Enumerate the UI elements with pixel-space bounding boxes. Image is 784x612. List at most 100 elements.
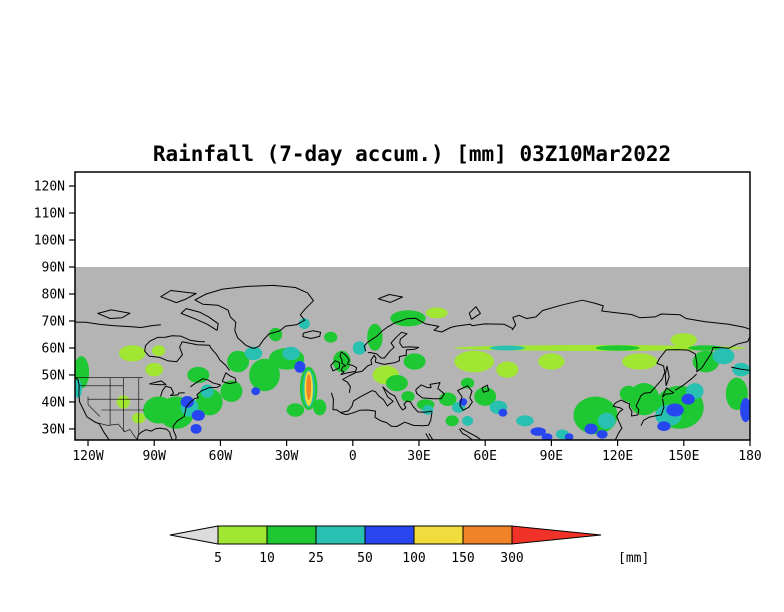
coastline-path <box>160 385 185 397</box>
lat-tick-label: 50N <box>42 368 65 383</box>
coastline-path <box>149 380 167 386</box>
rain-cell-5-10mm <box>496 361 519 378</box>
rain-cell-5-10mm <box>119 345 146 362</box>
rain-cell-25-50mm <box>462 415 474 426</box>
rain-cell-50-100mm <box>657 421 671 432</box>
rain-cell-5-10mm <box>670 333 697 347</box>
rain-cell-50-100mm <box>498 408 508 417</box>
rain-cell-10-25mm <box>461 377 475 389</box>
legend-threshold-label: 25 <box>308 551 324 566</box>
lat-tick-label: 120N <box>34 180 65 195</box>
rain-cell-50-100mm <box>681 393 695 405</box>
lon-tick-label: 90E <box>540 449 563 464</box>
rain-cell-50-100mm <box>251 387 261 396</box>
legend-above-max-arrow <box>511 525 602 545</box>
legend-threshold-label: 100 <box>402 551 425 566</box>
coastline-path <box>674 373 697 391</box>
plot-frame <box>74 171 751 441</box>
coastline-path <box>340 409 433 427</box>
rain-cell-10-25mm <box>286 403 305 417</box>
rain-cell-25-50mm <box>597 412 616 429</box>
rain-cell-10-25mm <box>595 345 640 351</box>
legend-swatch <box>413 525 464 545</box>
lon-tick-label: 0 <box>349 449 357 464</box>
coastline-path <box>425 433 430 440</box>
coastline-path <box>731 366 750 371</box>
coastline-path <box>330 360 341 372</box>
coastline-path <box>460 427 481 440</box>
rain-cell-25-50mm <box>352 341 366 355</box>
lat-tick-label: 70N <box>42 314 65 329</box>
lon-tick-label: 30W <box>275 449 299 464</box>
coastline-path <box>144 335 231 371</box>
coastline-path <box>457 385 473 411</box>
lon-tick-label: 180 <box>738 449 761 464</box>
coastline-path <box>160 290 197 304</box>
coastline-path <box>428 433 434 440</box>
rain-cell-10-25mm <box>249 358 280 392</box>
rain-cell-25-50mm <box>298 318 310 330</box>
coastline-path <box>363 317 426 352</box>
coastline-path <box>340 386 433 413</box>
lon-tick-label: 30E <box>407 449 430 464</box>
rain-cell-10-25mm <box>269 327 283 342</box>
coastline-path <box>378 294 403 303</box>
axis-ticks <box>69 185 751 446</box>
rain-cell-50-100mm <box>294 361 306 373</box>
coastline-path <box>330 392 342 413</box>
legend-swatch <box>217 525 268 545</box>
axis-labels: 120N 110N 100N 90N 80N 70N 60N 50N 40N 30N 120W 90W… <box>34 180 762 464</box>
coastline-path <box>172 384 222 440</box>
lat-tick-label: 30N <box>42 422 65 437</box>
lon-tick-label: 60W <box>209 449 233 464</box>
rain-cell-10-25mm <box>445 415 459 427</box>
figure-title: Rainfall (7-day accum.) [mm] 03Z10Mar202… <box>153 142 671 166</box>
legend-threshold-label: 300 <box>500 551 523 566</box>
coastline-path <box>640 398 665 426</box>
coastline-path <box>458 428 473 440</box>
coastline-path <box>180 308 219 331</box>
coastline-path <box>194 284 314 349</box>
rain-cell-10-25mm <box>688 345 724 351</box>
coastline-path <box>425 299 750 333</box>
rain-cell-10-25mm <box>227 350 250 373</box>
rain-cell-150-300mm <box>306 374 312 401</box>
rain-cell-25-50mm <box>244 346 263 361</box>
political-borders <box>75 377 145 440</box>
rain-cell-50-100mm <box>584 423 598 435</box>
rain-cell-10-25mm <box>220 380 243 403</box>
coastline-path <box>661 387 675 398</box>
lat-tick-label: 80N <box>42 287 65 302</box>
lat-tick-label: 110N <box>34 207 65 222</box>
legend-swatch <box>364 525 415 545</box>
legend-threshold-label: 5 <box>214 551 222 566</box>
rain-cell-25-50mm <box>282 346 300 361</box>
coastline-path <box>339 351 358 376</box>
color-legend: 5 10 25 50 100 150 300 [mm] <box>169 525 649 566</box>
rain-cell-5-10mm <box>152 345 166 357</box>
coastline-path <box>221 372 237 385</box>
rain-cell-5-10mm <box>145 362 163 377</box>
rain-cell-5-10mm <box>454 350 495 373</box>
coastline-path <box>415 382 445 400</box>
rain-cell-25-50mm <box>516 415 534 427</box>
lat-tick-label: 100N <box>34 234 65 249</box>
rain-cell-5-10mm <box>538 353 565 370</box>
rain-cell-10-25mm <box>403 353 426 370</box>
lon-tick-label: 120W <box>72 449 103 464</box>
legend-below-min-arrow <box>169 525 219 545</box>
rain-cell-50-100mm <box>191 410 205 421</box>
rain-cell-50-100mm <box>740 397 750 423</box>
rain-cell-50-100mm <box>530 427 546 436</box>
legend-threshold-label: 150 <box>451 551 474 566</box>
rain-cell-50-100mm <box>541 433 553 440</box>
rain-cell-50-100mm <box>190 424 202 434</box>
legend-swatch <box>462 525 513 545</box>
border-path <box>87 404 101 417</box>
coastline-path <box>612 336 750 440</box>
rain-cell-50-100mm <box>564 433 574 440</box>
coastline-path <box>75 377 110 440</box>
rain-cell-5-10mm <box>622 353 658 370</box>
